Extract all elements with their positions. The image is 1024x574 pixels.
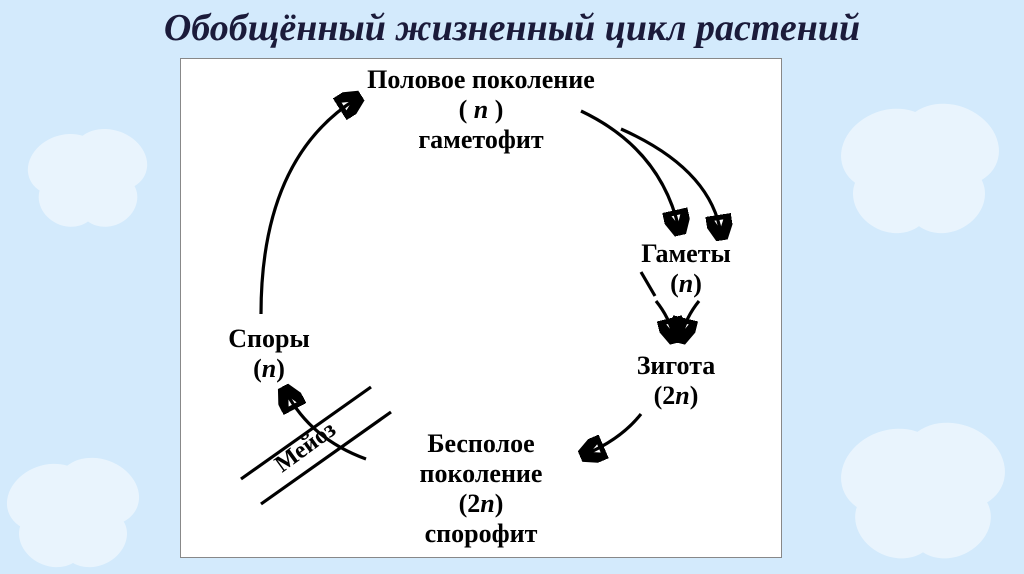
meiosis-line bbox=[261, 412, 391, 504]
gametes-slash bbox=[641, 272, 655, 296]
arrow-gametes-merge bbox=[656, 301, 674, 337]
arrow-gametophyte-to-gametes bbox=[621, 129, 721, 234]
butterfly-deco bbox=[10, 100, 160, 250]
slide-root: Обобщённый жизненный цикл растений Полов… bbox=[0, 0, 1024, 574]
arrow-gametes-merge bbox=[681, 301, 699, 337]
arrow-spores-to-gametophyte bbox=[261, 99, 356, 314]
butterfly-deco bbox=[820, 70, 1010, 260]
page-title: Обобщённый жизненный цикл растений bbox=[0, 6, 1024, 50]
butterfly-deco bbox=[0, 430, 150, 574]
butterfly-deco bbox=[820, 390, 1020, 574]
cycle-arrows bbox=[181, 59, 781, 557]
arrow-zygote-to-sporophyte bbox=[586, 414, 641, 454]
arrow-gametophyte-to-gametes bbox=[581, 111, 679, 229]
arrow-sporophyte-to-spores bbox=[286, 392, 366, 459]
lifecycle-diagram: Половое поколение ( n ) гаметофит Гаметы… bbox=[180, 58, 782, 558]
meiosis-line bbox=[241, 387, 371, 479]
